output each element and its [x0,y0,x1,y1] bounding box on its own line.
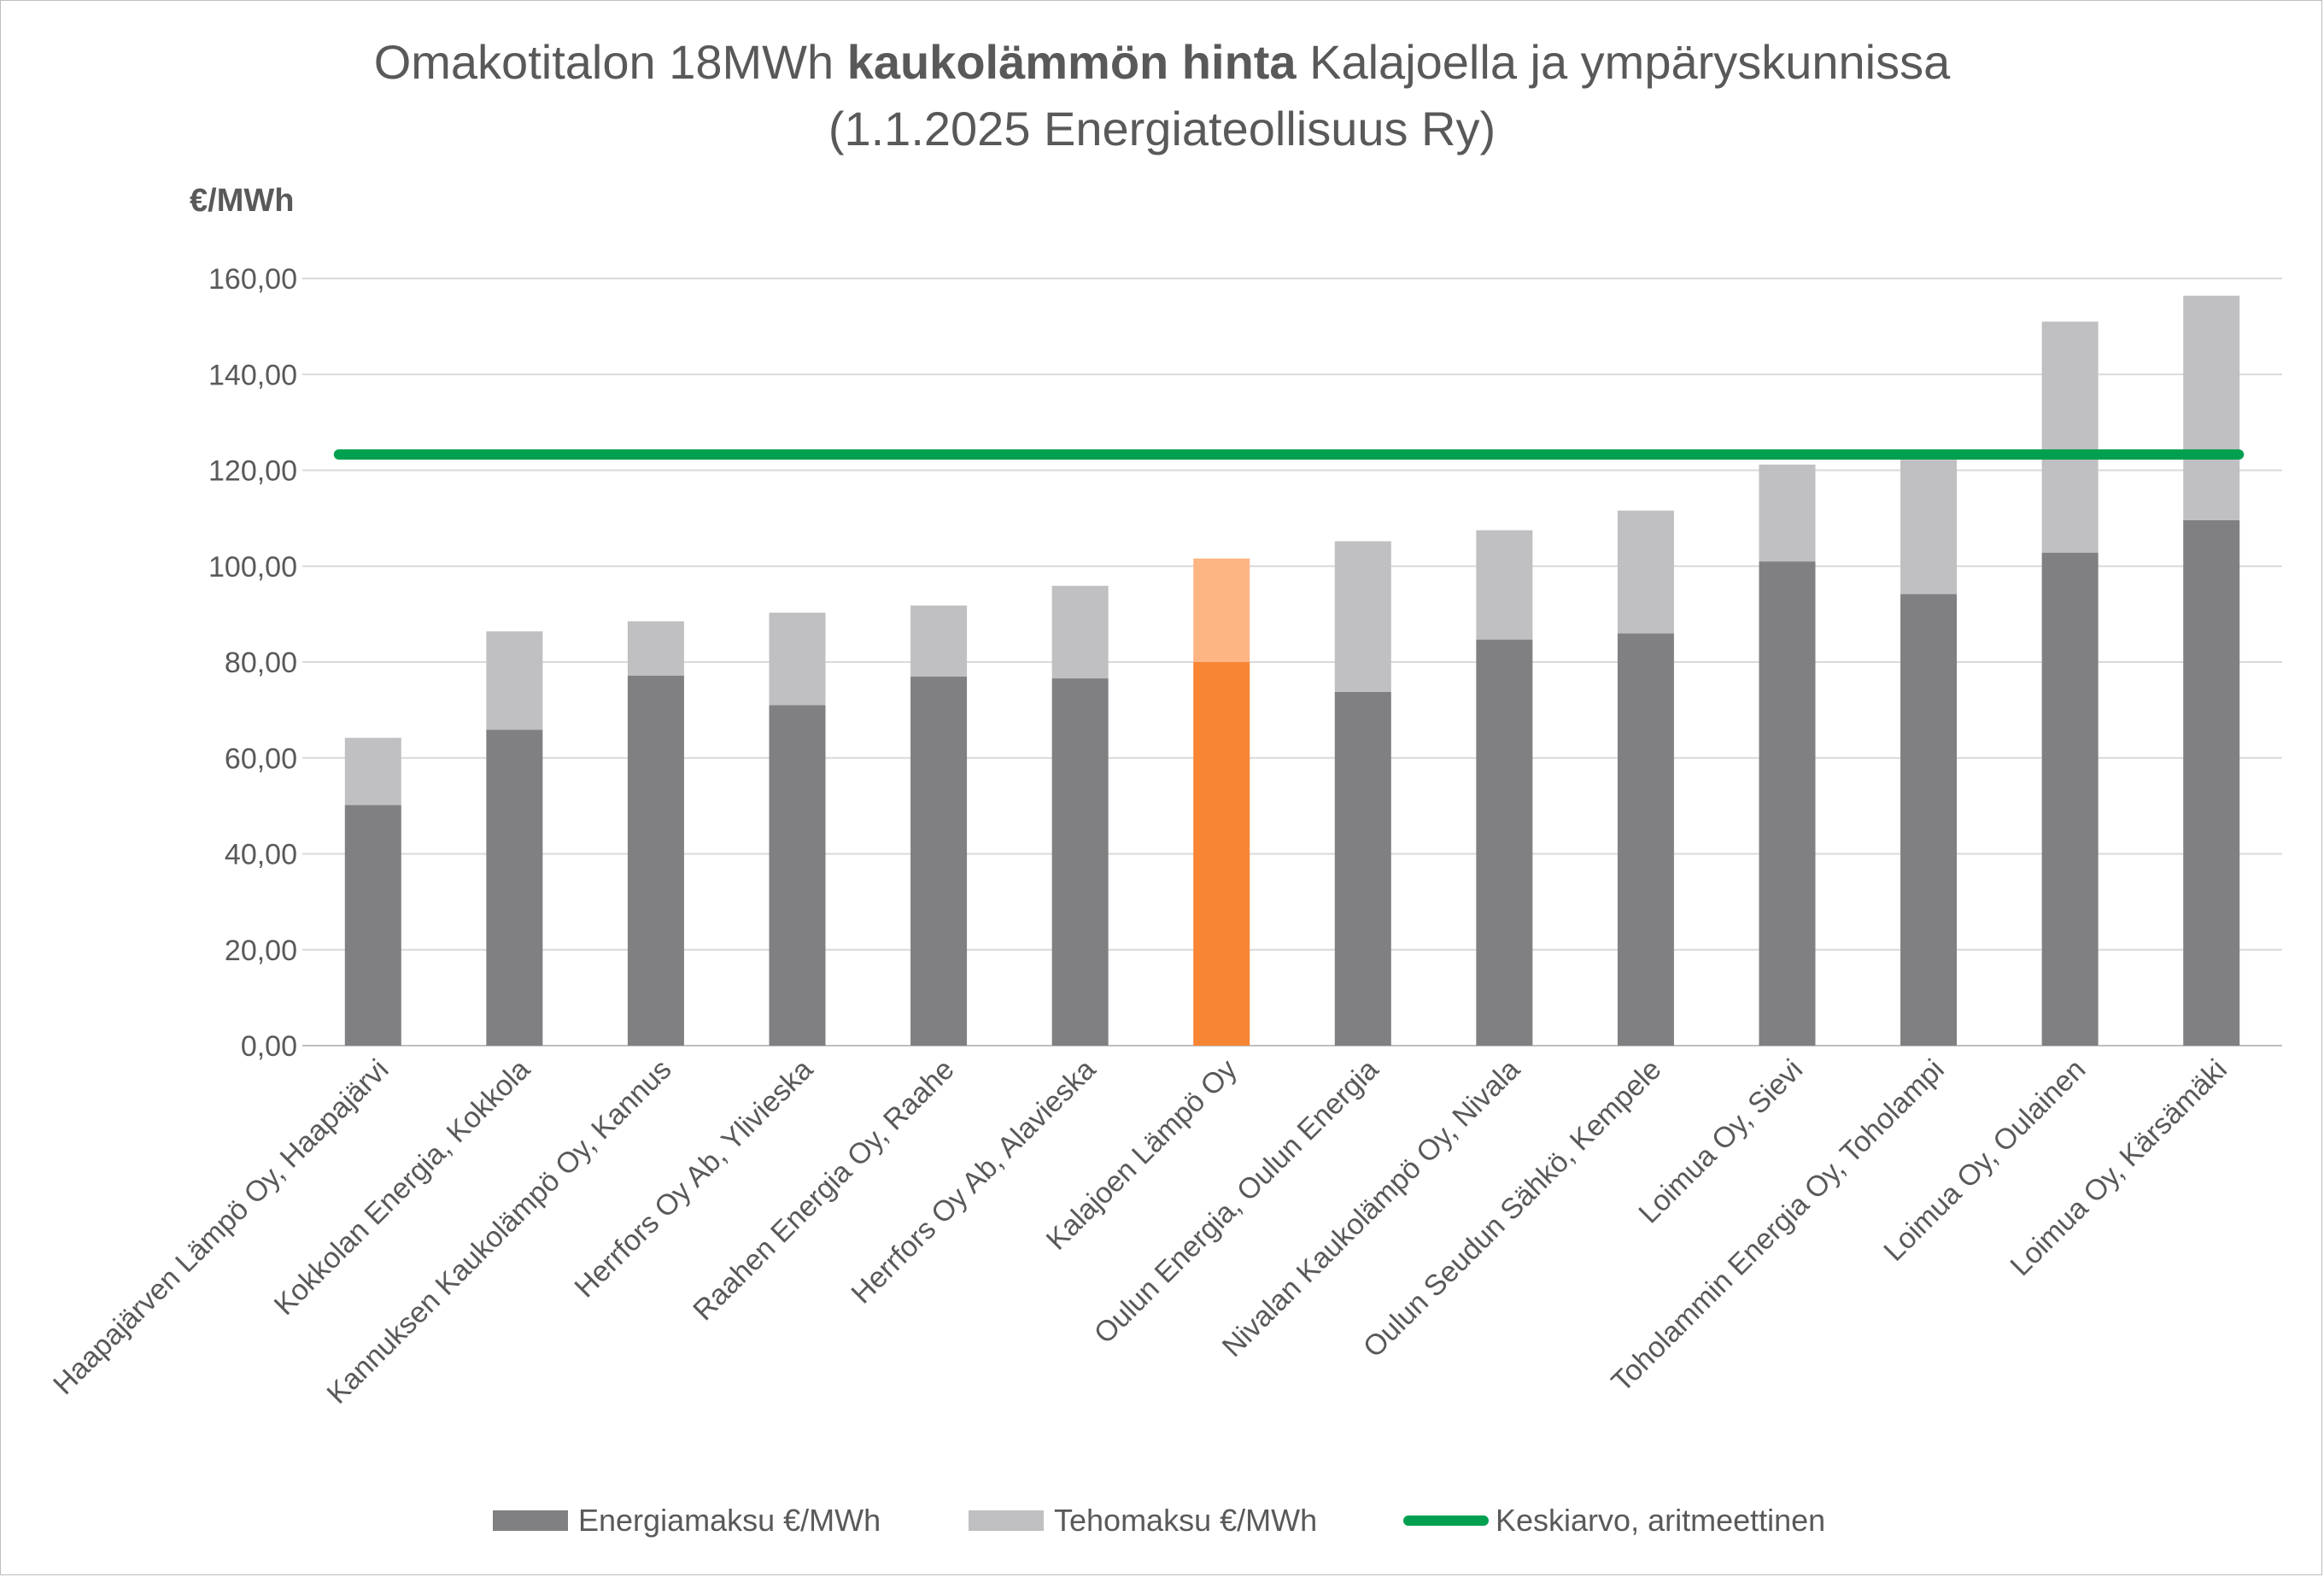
bar-tehomaksu [627,621,684,676]
y-tick-label: 20,00 [225,935,297,967]
bar-energiamaksu [1051,678,1109,1046]
y-tick-label: 100,00 [208,551,297,583]
y-tick-label: 160,00 [208,263,297,296]
x-category-label: Raahen Energia Oy, Raahe [687,1053,960,1327]
legend-swatch-keskiarvo [1403,1515,1489,1526]
bar-energiamaksu [1193,662,1250,1046]
x-category-label: Oulun Seudun Sähkö, Kempele [1357,1053,1668,1364]
bar-energiamaksu [1759,561,1816,1046]
legend-tehomaksu: Tehomaksu €/MWh [969,1500,1317,1541]
legend-keskiarvo: Keskiarvo, aritmeettinen [1403,1500,1825,1541]
bar-tehomaksu [486,631,543,730]
bar-energiamaksu [1900,594,1958,1046]
x-category-label: Herrfors Oy Ab, Alavieska [846,1053,1103,1310]
bar-energiamaksu [486,730,543,1046]
bar-energiamaksu [2183,519,2240,1046]
y-tick-label: 80,00 [225,647,297,679]
bar-tehomaksu [1617,510,1674,634]
bar-energiamaksu [1476,639,1533,1046]
x-category-label: Oulun Energia, Oulun Energia [1088,1053,1385,1351]
bar-tehomaksu [1476,530,1533,640]
bar-energiamaksu [910,676,968,1046]
y-tick-label: 120,00 [208,455,297,488]
bar-energiamaksu [2041,553,2099,1046]
bar-tehomaksu [1759,464,1816,562]
bar-tehomaksu [344,737,401,806]
bar-tehomaksu [1900,460,1958,595]
bar-tehomaksu [769,613,826,706]
y-tick-label: 40,00 [225,839,297,871]
bar-energiamaksu [627,675,684,1046]
chart-title-line1: Omakotitalon 18MWh kaukolämmön hinta Kal… [373,35,1951,89]
y-tick-label: 140,00 [208,359,297,391]
bar-tehomaksu [1051,585,1109,679]
bar-tehomaksu [2041,321,2099,554]
bar-energiamaksu [769,705,826,1046]
bar-tehomaksu [1334,541,1391,692]
y-tick-label: 60,00 [225,742,297,775]
legend-swatch-energiamaksu [493,1510,568,1531]
bar-tehomaksu [2183,296,2240,520]
legend-swatch-tehomaksu [969,1510,1044,1531]
legend-label-energiamaksu: Energiamaksu €/MWh [578,1503,881,1538]
x-category-label: Nivalan Kaukolämpö Oy, Nivala [1216,1053,1526,1363]
x-category-label: Herrfors Oy Ab, Ylivieska [569,1053,820,1304]
chart-title-line2: (1.1.2025 Energiateollisuus Ry) [828,102,1496,155]
bar-energiamaksu [344,805,401,1046]
legend-label-keskiarvo: Keskiarvo, aritmeettinen [1496,1503,1826,1538]
legend-energiamaksu: Energiamaksu €/MWh [493,1500,881,1541]
y-tick-label: 0,00 [241,1030,297,1063]
bar-energiamaksu [1617,633,1674,1046]
bar-tehomaksu [910,605,968,677]
bar-energiamaksu [1334,691,1391,1046]
bar-tehomaksu [1193,558,1250,662]
y-axis-label: €/MWh [190,183,295,219]
legend-label-tehomaksu: Tehomaksu €/MWh [1054,1503,1318,1538]
x-category-label: Kokkolan Energia, Kokkola [268,1053,536,1322]
